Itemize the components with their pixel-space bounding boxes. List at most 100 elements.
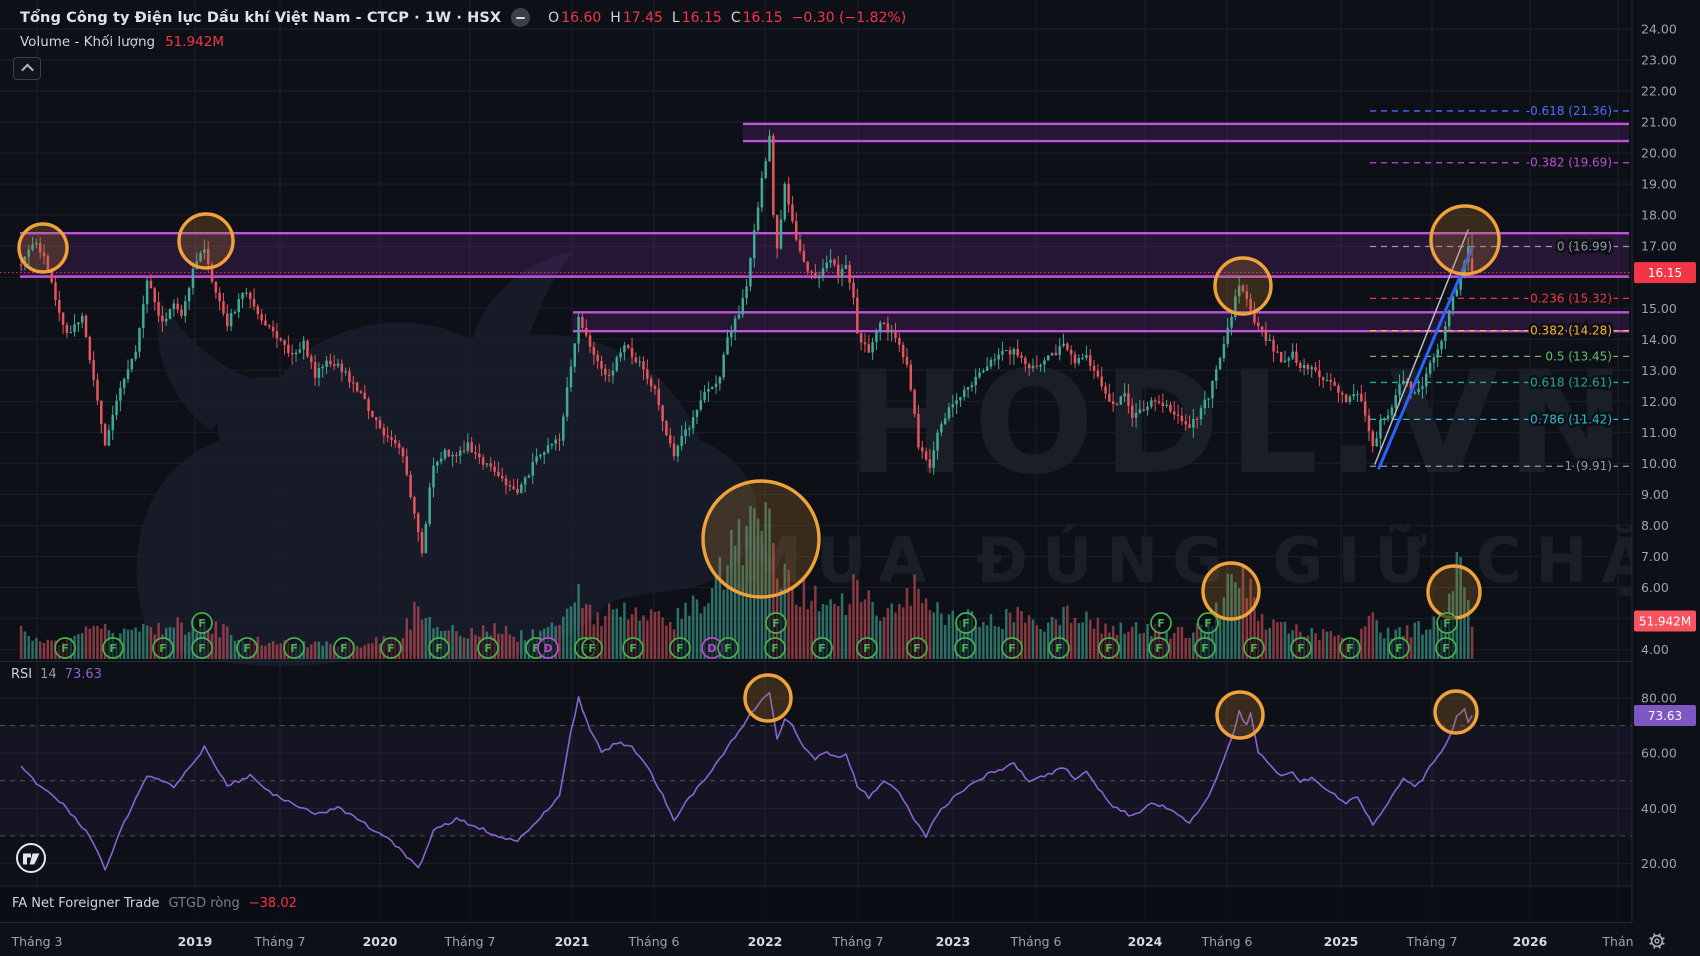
event-marker[interactable]	[581, 637, 603, 659]
event-marker[interactable]	[191, 637, 213, 659]
time-axis-settings-gear-icon[interactable]	[1649, 933, 1665, 949]
volume-bar	[508, 634, 512, 659]
event-marker[interactable]	[428, 637, 450, 659]
event-marker[interactable]	[622, 637, 644, 659]
highlight-circle[interactable]	[1429, 204, 1501, 276]
event-marker[interactable]	[1197, 612, 1219, 634]
candle	[1417, 388, 1420, 393]
volume-bar	[80, 633, 84, 659]
time-axis[interactable]: Tháng 3 2019 Tháng 7 2020 Tháng 7 2021 Tháng 6…	[0, 923, 1700, 956]
fa-pane[interactable]	[0, 887, 1700, 922]
supply-demand-zone[interactable]	[573, 312, 1629, 332]
price-axis-label: 14.00	[1641, 332, 1677, 347]
trend-line[interactable]	[1374, 229, 1469, 465]
event-marker[interactable]	[152, 637, 174, 659]
event-marker[interactable]	[1194, 637, 1216, 659]
event-marker[interactable]	[1098, 637, 1120, 659]
highlight-circle[interactable]	[1213, 256, 1273, 316]
candle	[31, 244, 34, 250]
trend-line[interactable]	[1377, 246, 1474, 470]
volume-bar	[653, 611, 657, 659]
volume-bar	[1008, 612, 1012, 659]
event-marker[interactable]	[102, 637, 124, 659]
grid	[0, 0, 1632, 922]
candle	[508, 485, 512, 487]
candle	[355, 382, 359, 392]
event-marker[interactable]	[1148, 637, 1170, 659]
event-marker[interactable]	[906, 637, 928, 659]
event-marker[interactable]	[191, 612, 213, 634]
svg-text:F: F	[1442, 642, 1450, 655]
candle	[703, 391, 706, 401]
supply-demand-zone[interactable]	[20, 233, 1629, 277]
event-marker[interactable]	[955, 612, 977, 634]
supply-demand-zone[interactable]	[743, 123, 1629, 142]
rsi-label[interactable]: RSI	[11, 667, 33, 682]
rsi-pane[interactable]	[0, 691, 1632, 871]
event-marker[interactable]	[1243, 637, 1265, 659]
tradingview-logo[interactable]	[13, 840, 49, 876]
event-marker[interactable]	[764, 637, 786, 659]
candle	[390, 437, 393, 440]
candle	[901, 344, 905, 357]
event-marker[interactable]	[1001, 637, 1023, 659]
candle	[145, 280, 149, 305]
candle	[325, 360, 328, 367]
highlight-circle[interactable]	[701, 479, 821, 599]
highlight-circle[interactable]	[1433, 689, 1479, 735]
volume-bar	[993, 626, 997, 659]
legend-collapse-icon[interactable]	[511, 8, 531, 27]
highlight-circle[interactable]	[1201, 561, 1261, 621]
event-marker[interactable]	[54, 637, 76, 659]
event-marker[interactable]	[856, 637, 878, 659]
candle	[1066, 343, 1069, 350]
event-marker[interactable]	[537, 637, 559, 659]
event-marker[interactable]	[717, 637, 739, 659]
symbol-title[interactable]: Tổng Công ty Điện lực Dầu khí Việt Nam -…	[20, 9, 502, 26]
event-marker[interactable]	[811, 637, 833, 659]
candles-layer[interactable]	[19, 129, 1474, 557]
volume-bar	[1035, 625, 1039, 659]
event-marker[interactable]	[380, 637, 402, 659]
candle	[634, 357, 638, 363]
event-marker[interactable]	[1048, 637, 1070, 659]
fib-level-label: 0.236 (15.32)	[1530, 291, 1612, 305]
event-marker[interactable]	[954, 637, 976, 659]
event-marker[interactable]	[333, 637, 355, 659]
event-marker[interactable]	[283, 637, 305, 659]
event-marker[interactable]	[669, 637, 691, 659]
price-axis[interactable]: 24.00 23.00 22.00 21.00 20.00 19.00 18.00 17.00…	[1631, 0, 1700, 923]
candle	[1046, 355, 1050, 361]
svg-text:F: F	[340, 642, 348, 655]
svg-text:F: F	[1395, 642, 1403, 655]
event-marker[interactable]	[765, 612, 787, 634]
candle	[439, 458, 443, 462]
event-marker[interactable]	[1435, 637, 1457, 659]
volume-bar	[122, 628, 126, 659]
candle	[810, 271, 813, 273]
event-marker[interactable]	[1339, 637, 1361, 659]
candle	[1367, 415, 1371, 432]
event-marker[interactable]	[1150, 612, 1172, 634]
candle	[1409, 382, 1413, 393]
event-marker[interactable]	[1436, 612, 1458, 634]
event-marker[interactable]	[477, 637, 499, 659]
candle	[92, 360, 95, 380]
fa-label[interactable]: FA Net Foreigner Trade	[12, 896, 160, 911]
candle	[294, 352, 298, 355]
collapse-pane-button[interactable]	[13, 57, 41, 80]
highlight-circle[interactable]	[177, 212, 235, 270]
highlight-circle[interactable]	[1426, 564, 1482, 620]
event-marker[interactable]	[1290, 637, 1312, 659]
event-marker[interactable]	[1388, 637, 1410, 659]
trend-lines[interactable]	[1374, 229, 1474, 470]
candle	[1104, 386, 1107, 394]
highlight-circle[interactable]	[17, 222, 69, 274]
svg-text:F: F	[159, 642, 167, 655]
highlight-circle[interactable]	[743, 673, 793, 723]
highlight-circle[interactable]	[1215, 690, 1265, 740]
volume-indicator-label[interactable]: Volume - Khối lượng	[20, 34, 156, 50]
candle	[982, 370, 985, 373]
event-marker[interactable]	[236, 637, 258, 659]
